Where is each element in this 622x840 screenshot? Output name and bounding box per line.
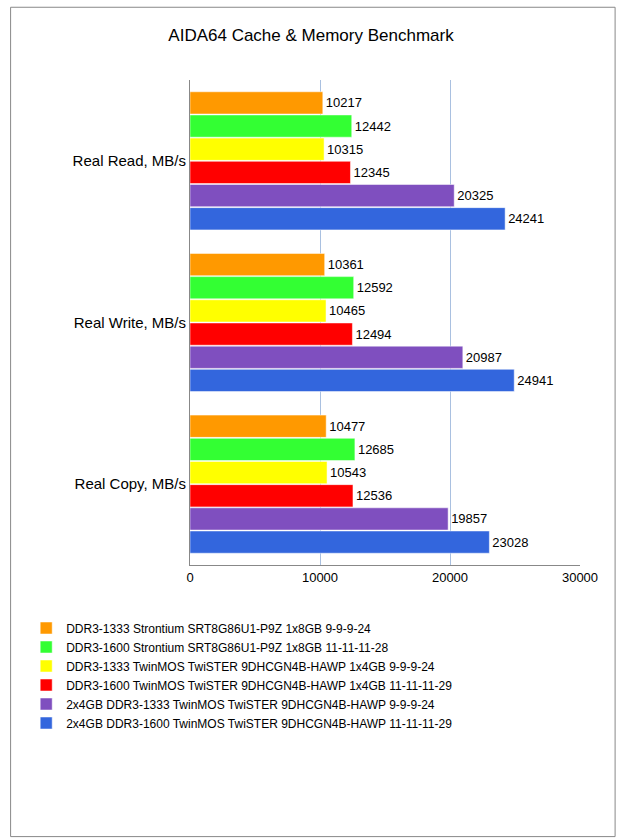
svg-text:23028: 23028 (492, 535, 528, 550)
svg-text:20325: 20325 (457, 188, 493, 203)
svg-text:20000: 20000 (432, 570, 468, 585)
svg-text:2x4GB DDR3-1333 TwinMOS TwiSTE: 2x4GB DDR3-1333 TwinMOS TwiSTER 9DHCGN4B… (66, 698, 435, 712)
svg-text:DDR3-1333 TwinMOS TwiSTER 9DHC: DDR3-1333 TwinMOS TwiSTER 9DHCGN4B-HAWP … (66, 660, 435, 674)
svg-text:12592: 12592 (357, 280, 393, 295)
svg-text:Real Copy, MB/s: Real Copy, MB/s (75, 475, 186, 492)
svg-text:12442: 12442 (355, 119, 391, 134)
svg-text:10000: 10000 (302, 570, 338, 585)
svg-text:12345: 12345 (353, 165, 389, 180)
svg-text:24941: 24941 (517, 373, 553, 388)
svg-text:24241: 24241 (508, 211, 544, 226)
svg-text:DDR3-1600 TwinMOS TwiSTER 9DHC: DDR3-1600 TwinMOS TwiSTER 9DHCGN4B-HAWP … (66, 679, 452, 693)
svg-text:DDR3-1333 Strontium SRT8G86U1-: DDR3-1333 Strontium SRT8G86U1-P9Z 1x8GB … (66, 622, 371, 636)
svg-text:12685: 12685 (358, 442, 394, 457)
svg-text:10315: 10315 (327, 142, 363, 157)
svg-text:Real Read, MB/s: Real Read, MB/s (73, 152, 186, 169)
svg-text:10217: 10217 (326, 95, 362, 110)
svg-text:2x4GB DDR3-1600 TwinMOS TwiSTE: 2x4GB DDR3-1600 TwinMOS TwiSTER 9DHCGN4B… (66, 717, 452, 731)
svg-text:30000: 30000 (562, 570, 598, 585)
svg-text:DDR3-1600 Strontium SRT8G86U1-: DDR3-1600 Strontium SRT8G86U1-P9Z 1x8GB … (66, 641, 388, 655)
svg-text:20987: 20987 (466, 350, 502, 365)
svg-text:10465: 10465 (329, 303, 365, 318)
svg-text:10543: 10543 (330, 465, 366, 480)
svg-text:12494: 12494 (355, 327, 391, 342)
svg-text:Real Write, MB/s: Real Write, MB/s (74, 314, 186, 331)
svg-text:10361: 10361 (328, 257, 364, 272)
svg-text:AIDA64 Cache & Memory Benchmar: AIDA64 Cache & Memory Benchmark (168, 26, 454, 45)
svg-text:0: 0 (186, 570, 193, 585)
svg-text:10477: 10477 (329, 419, 365, 434)
svg-text:19857: 19857 (451, 511, 487, 526)
svg-text:12536: 12536 (356, 488, 392, 503)
